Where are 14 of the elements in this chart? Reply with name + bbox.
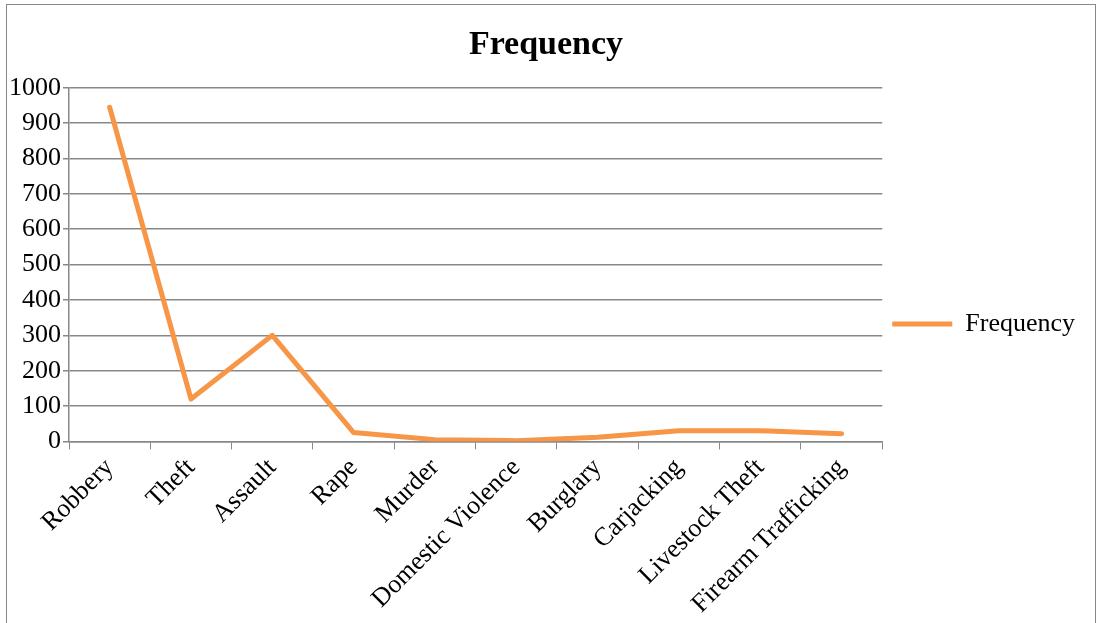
x-tick-label: Rape — [304, 452, 363, 511]
y-tick-label: 500 — [22, 248, 61, 278]
legend-label: Frequency — [965, 307, 1076, 337]
y-tick-label: 700 — [22, 177, 61, 207]
chart-title: Frequency — [468, 24, 624, 62]
y-tick-label: 300 — [22, 319, 61, 349]
y-tick-label: 800 — [22, 142, 61, 172]
y-tick-label: 900 — [22, 106, 61, 136]
y-tick-label: 0 — [48, 425, 61, 455]
y-tick-label: 1000 — [9, 71, 61, 101]
y-tick-label: 600 — [22, 213, 61, 243]
y-tick-label: 100 — [22, 389, 61, 419]
y-tick-label: 200 — [22, 354, 61, 384]
y-tick-label: 400 — [22, 283, 61, 313]
